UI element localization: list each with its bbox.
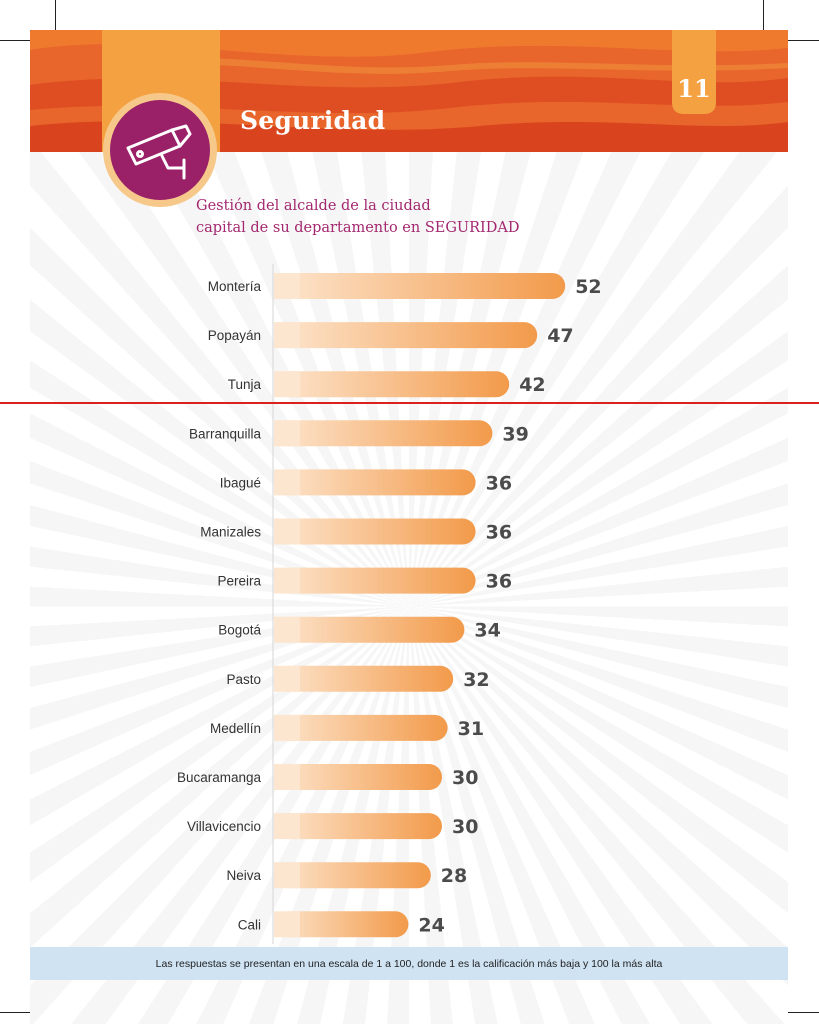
header-banner: Seguridad 11 bbox=[30, 30, 788, 152]
value-label: 31 bbox=[458, 718, 484, 740]
category-label: Neiva bbox=[226, 868, 261, 883]
value-label: 36 bbox=[486, 472, 512, 494]
category-label: Bogotá bbox=[218, 623, 261, 638]
category-label: Cali bbox=[238, 917, 261, 932]
value-label: 42 bbox=[519, 374, 545, 396]
bar-base bbox=[274, 371, 300, 398]
banner-background bbox=[30, 30, 788, 152]
bar bbox=[274, 322, 538, 349]
category-label: Pasto bbox=[226, 672, 261, 687]
page: Seguridad 11 Gestión del alcalde de la c… bbox=[30, 30, 788, 1024]
crop-mark bbox=[0, 40, 46, 41]
value-label: 36 bbox=[486, 522, 512, 544]
crop-mark bbox=[763, 0, 764, 40]
bar-base bbox=[274, 665, 300, 692]
section-title: Seguridad bbox=[240, 106, 386, 135]
crop-mark bbox=[773, 40, 819, 41]
category-label: Villavicencio bbox=[187, 819, 261, 834]
bar bbox=[274, 420, 493, 447]
bar bbox=[274, 665, 454, 692]
crop-mark bbox=[0, 1012, 46, 1013]
page-number: 11 bbox=[677, 74, 711, 103]
bar bbox=[274, 567, 476, 594]
bar-base bbox=[274, 273, 300, 299]
value-label: 47 bbox=[547, 325, 573, 347]
category-label: Pereira bbox=[217, 574, 261, 589]
value-label: 39 bbox=[502, 423, 528, 445]
category-label: Manizales bbox=[200, 525, 261, 540]
bar bbox=[274, 862, 431, 889]
category-label: Tunja bbox=[228, 377, 262, 392]
bar-base bbox=[274, 911, 300, 938]
bar bbox=[274, 469, 476, 496]
bar-base bbox=[274, 714, 300, 741]
chart-title-line: Gestión del alcalde de la ciudad bbox=[196, 198, 431, 214]
crop-mark bbox=[773, 1012, 819, 1013]
bar-base bbox=[274, 862, 300, 889]
value-label: 34 bbox=[474, 620, 500, 642]
bar-base bbox=[274, 518, 300, 545]
bar bbox=[274, 518, 476, 545]
bar bbox=[274, 273, 566, 299]
category-label: Montería bbox=[208, 279, 262, 294]
bar bbox=[274, 911, 409, 938]
bar bbox=[274, 371, 510, 398]
value-label: 30 bbox=[452, 816, 478, 838]
value-label: 36 bbox=[486, 571, 512, 593]
category-label: Ibagué bbox=[220, 475, 261, 490]
bar bbox=[274, 616, 465, 643]
bar-base bbox=[274, 764, 300, 790]
category-label: Bucaramanga bbox=[177, 770, 262, 785]
bar bbox=[274, 714, 448, 741]
value-label: 24 bbox=[418, 914, 444, 936]
bar-base bbox=[274, 616, 300, 643]
value-label: 32 bbox=[463, 669, 489, 691]
security-camera-icon bbox=[110, 100, 210, 200]
chart-title: Gestión del alcalde de la ciudad capital… bbox=[196, 195, 656, 239]
bar-base bbox=[274, 322, 300, 349]
category-label: Barranquilla bbox=[189, 426, 262, 441]
bar-base bbox=[274, 567, 300, 594]
bar bbox=[274, 813, 442, 840]
bar-base bbox=[274, 420, 300, 447]
bar-base bbox=[274, 813, 300, 840]
value-label: 30 bbox=[452, 767, 478, 789]
value-label: 52 bbox=[575, 276, 601, 298]
red-guide-line bbox=[0, 402, 819, 404]
chart-title-line: capital de su departamento en SEGURIDAD bbox=[196, 220, 520, 236]
bar-base bbox=[274, 469, 300, 496]
footnote: Las respuestas se presentan en una escal… bbox=[30, 947, 788, 980]
category-label: Medellín bbox=[210, 721, 261, 736]
bar bbox=[274, 764, 442, 790]
bar-chart: Montería 52 Popayán 47 Tunja 42 Barranquilla 39… bbox=[177, 264, 602, 944]
category-label: Popayán bbox=[208, 328, 261, 343]
value-label: 28 bbox=[441, 865, 467, 887]
crop-mark bbox=[55, 0, 56, 40]
